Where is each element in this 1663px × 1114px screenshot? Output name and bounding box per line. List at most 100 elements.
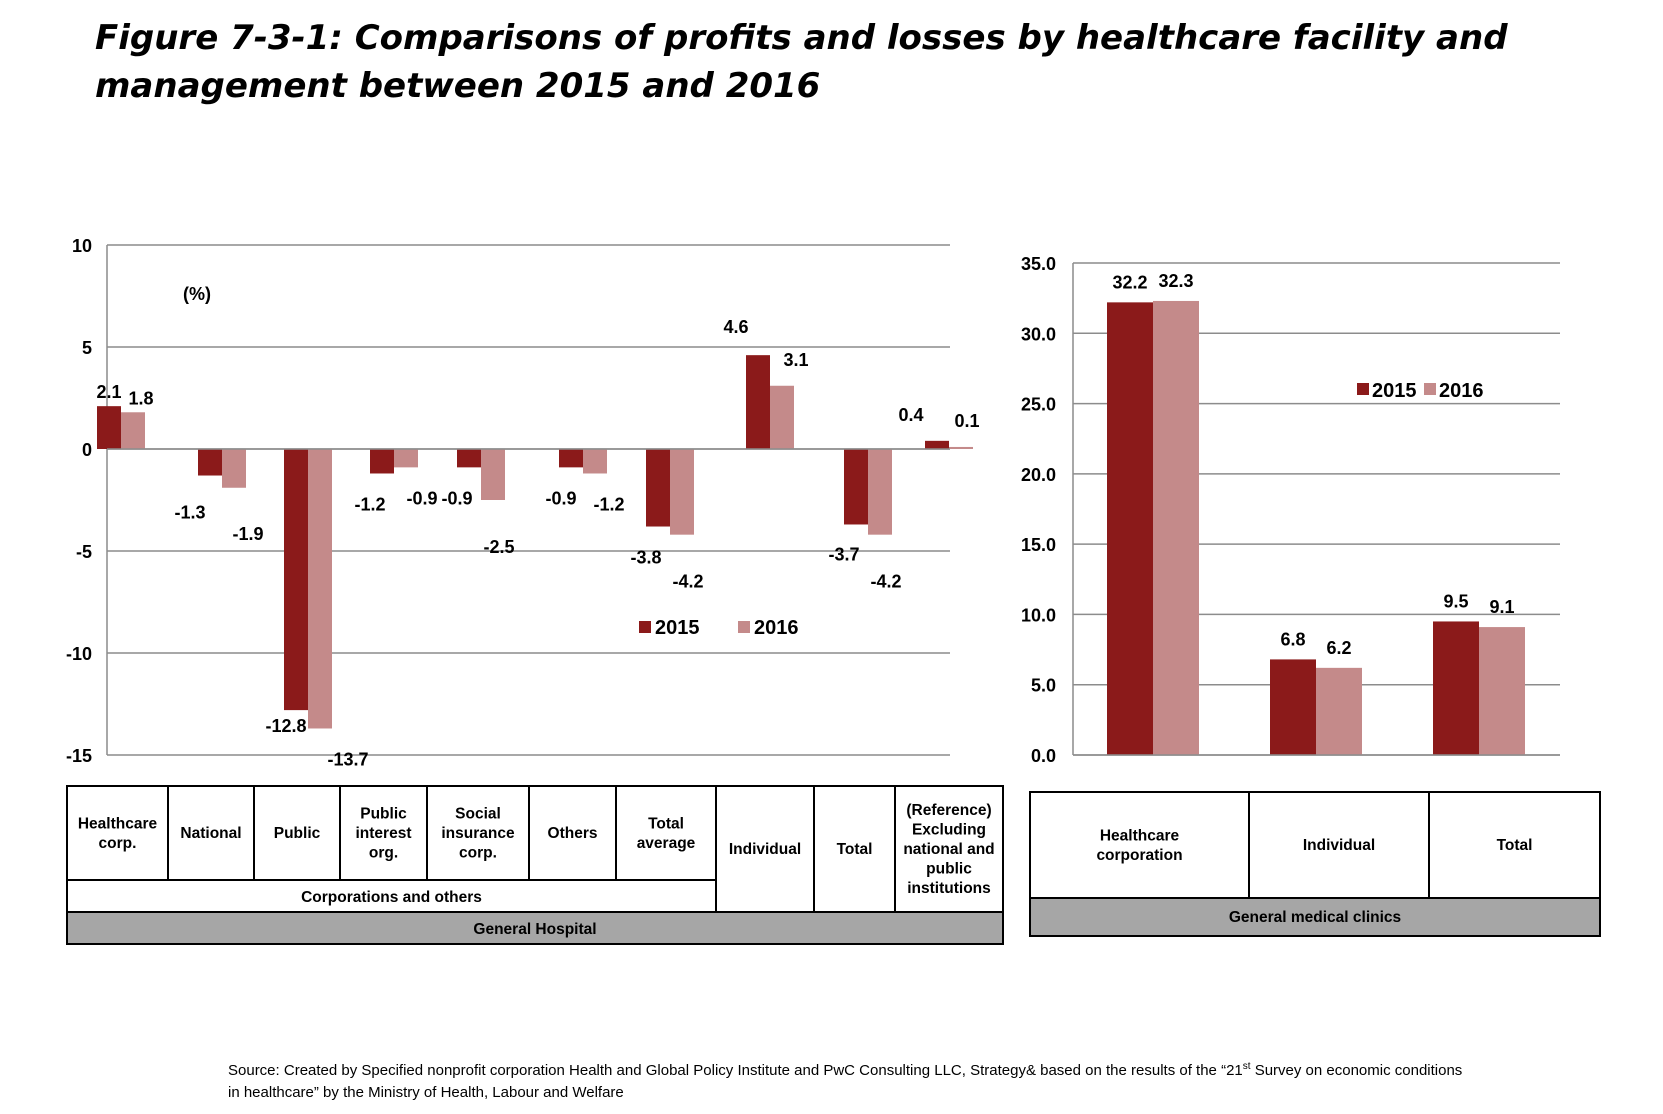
legend-label-2015: 2015	[655, 617, 700, 639]
category-label: Others	[548, 825, 598, 842]
data-label: -4.2	[672, 572, 703, 592]
source-line1-pre: Source: Created by Specified nonprofit c…	[228, 1062, 1243, 1079]
data-label: -3.7	[828, 544, 859, 564]
data-label: 6.8	[1280, 629, 1305, 649]
data-label: 6.2	[1326, 638, 1351, 658]
category-label: corp.	[99, 835, 137, 852]
legend-label-2016: 2016	[1439, 380, 1484, 402]
bar-2016	[949, 446, 973, 449]
bar-2015	[844, 449, 868, 525]
bar-2015	[284, 449, 308, 711]
data-label: -13.7	[327, 749, 368, 769]
bar-2015	[198, 449, 222, 476]
category-label: org.	[369, 845, 398, 862]
bar-2015	[925, 440, 949, 449]
data-label: -4.2	[870, 572, 901, 592]
category-label: corp.	[459, 845, 497, 862]
category-label: Social	[455, 806, 501, 823]
bar-2016	[308, 449, 332, 729]
category-label: Total	[1497, 837, 1533, 854]
data-label: 9.5	[1443, 591, 1468, 611]
category-label: Total	[648, 815, 684, 832]
bar-2015	[1270, 659, 1316, 755]
bar-2016	[1316, 667, 1362, 755]
category-label: Healthcare	[78, 815, 158, 832]
data-label: 1.8	[128, 388, 153, 408]
category-label: corporation	[1096, 847, 1182, 864]
y-tick-label: 20.0	[1021, 465, 1056, 485]
category-label: National	[180, 825, 241, 842]
bar-2016	[481, 449, 505, 500]
data-label: -12.8	[265, 716, 306, 736]
legend-swatch-2015	[639, 621, 651, 633]
category-label: Individual	[729, 841, 801, 858]
bar-2015	[1107, 302, 1153, 755]
bar-2015	[457, 449, 481, 468]
group-band	[66, 911, 1004, 945]
bar-2015	[559, 449, 583, 468]
bar-2016	[583, 449, 607, 474]
data-label: -1.2	[354, 494, 385, 514]
category-label: institutions	[907, 880, 991, 897]
bar-2015	[646, 449, 670, 527]
category-label: insurance	[441, 825, 515, 842]
data-label: -3.8	[630, 548, 661, 568]
category-label: interest	[356, 825, 412, 842]
source-line1-post: Survey on economic conditions	[1250, 1062, 1463, 1079]
bar-2016	[1153, 300, 1199, 755]
y-tick-label: -15	[66, 746, 92, 766]
legend-swatch-2015	[1357, 383, 1369, 395]
legend-label-2015: 2015	[1372, 380, 1417, 402]
group-label-general-medical-clinics: General medical clinics	[1229, 909, 1401, 926]
data-label: -0.9	[406, 488, 437, 508]
data-label: -0.9	[441, 488, 472, 508]
bar-2016	[868, 449, 892, 535]
data-label: -0.9	[545, 488, 576, 508]
category-label: Excluding	[912, 822, 986, 839]
data-label: -1.2	[593, 494, 624, 514]
figure-title: Figure 7-3-1: Comparisons of profits and…	[95, 18, 1508, 106]
category-label: public	[926, 861, 972, 878]
data-label: 32.2	[1112, 272, 1147, 292]
data-label: -1.3	[174, 503, 205, 523]
bar-2015	[746, 355, 770, 449]
source-note: Source: Created by Specified nonprofit c…	[228, 1060, 1648, 1104]
y-tick-label: 15.0	[1021, 535, 1056, 555]
category-table	[66, 785, 1004, 913]
bar-2016	[770, 385, 794, 449]
data-label: 0.4	[898, 405, 923, 425]
y-tick-label: 35.0	[1021, 254, 1056, 274]
legend-swatch-2016	[1424, 383, 1436, 395]
data-label: -1.9	[232, 524, 263, 544]
bar-2016	[1479, 627, 1525, 755]
y-tick-label: 0.0	[1031, 746, 1056, 766]
y-tick-label: 10.0	[1021, 605, 1056, 625]
y-tick-label: 5	[82, 338, 92, 358]
data-label: 0.1	[954, 411, 979, 431]
bar-2016	[222, 449, 246, 488]
bar-2015	[97, 406, 121, 449]
data-label: 2.1	[96, 382, 121, 402]
y-tick-label: 30.0	[1021, 324, 1056, 344]
bar-2015	[1433, 621, 1479, 755]
category-label: national and	[903, 841, 994, 858]
category-label: Total	[837, 841, 873, 858]
source-line2: in healthcare” by the Ministry of Health…	[228, 1084, 624, 1101]
y-tick-label: 25.0	[1021, 395, 1056, 415]
category-label: Public	[274, 825, 321, 842]
group-band	[1029, 897, 1601, 937]
bar-2016	[121, 412, 145, 449]
y-tick-label: 5.0	[1031, 676, 1056, 696]
bar-2016	[670, 449, 694, 535]
category-label: Healthcare	[1100, 827, 1180, 844]
y-tick-label: -10	[66, 644, 92, 664]
legend-label-2016: 2016	[754, 617, 799, 639]
legend-swatch-2016	[738, 621, 750, 633]
group-label-corporations: Corporations and others	[301, 889, 482, 906]
category-label: (Reference)	[906, 802, 991, 819]
bar-2015	[370, 449, 394, 474]
data-label: 32.3	[1158, 271, 1193, 291]
source-line1-sup: st	[1242, 1061, 1251, 1072]
data-label: 4.6	[723, 317, 748, 337]
